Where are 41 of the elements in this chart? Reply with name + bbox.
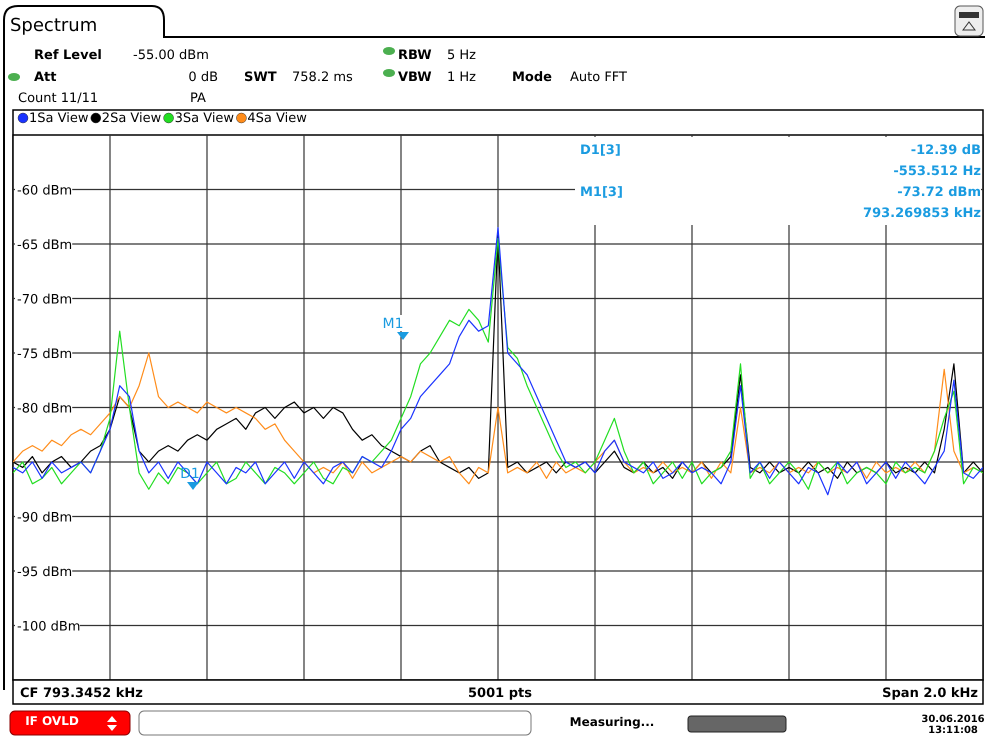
y-tick-label: -70 dBm [17,292,72,308]
legend-label: 4Sa View [247,111,308,126]
legend-label: 2Sa View [102,111,162,126]
legend-label: 3Sa View [174,111,234,126]
annotation: M1 [382,316,404,332]
annotation: M1[3] [580,185,623,200]
legend-label: 1Sa View [29,111,89,126]
annotation: -12.39 dB [910,143,981,158]
text: Measuring... [570,715,654,729]
text: Ref Level [34,48,102,63]
annotation: -553.512 Hz [893,164,981,179]
annotation: 793.269853 kHz [863,206,981,221]
text: Auto FFT [570,70,628,85]
text: Span 2.0 kHz [882,686,978,701]
text: 5 Hz [447,48,476,63]
text: IF OVLD [25,714,79,728]
text: 758.2 ms [292,70,354,85]
text: Att [34,70,56,85]
y-tick-label: -90 dBm [17,510,72,526]
text: 1 Hz [447,70,476,85]
text: 13:11:08 [928,725,978,736]
text: Mode [512,70,552,85]
y-tick-label: -95 dBm [17,565,72,580]
text: VBW [398,70,432,85]
text: 0 dB [188,70,218,85]
text: 30.06.2016 [921,714,985,725]
text: 5001 pts [468,686,532,701]
y-tick-label: -65 dBm [17,238,72,253]
text: CF 793.3452 kHz [20,686,143,701]
annotation: -73.72 dBm [897,185,981,200]
y-tick-label: -80 dBm [17,402,72,416]
text: PA [190,91,206,106]
y-tick-label: -60 dBm [17,184,72,198]
text: Count 11/11 [18,91,98,106]
chart-title: Spectrum [10,15,98,36]
annotation: D1[3] [580,143,621,158]
y-tick-label: -75 dBm [17,347,72,362]
text: -55.00 dBm [133,48,209,63]
text: SWT [244,70,277,85]
text: RBW [398,48,432,63]
y-tick-label: -100 dBm [17,620,80,634]
